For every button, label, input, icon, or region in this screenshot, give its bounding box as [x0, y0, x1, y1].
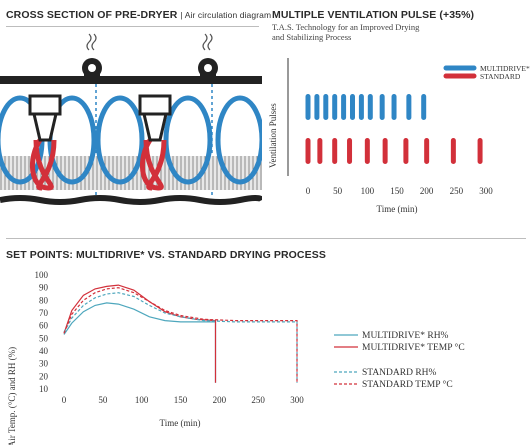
setpoint-y-tick-label: 20 [39, 371, 49, 381]
section-divider [6, 238, 526, 239]
setpoint-series-line [63, 292, 298, 383]
setpoint-x-tick-label: 0 [62, 395, 67, 405]
setpoint-x-axis-label: Time (min) [160, 418, 201, 428]
pulse-x-tick-label: 300 [479, 186, 493, 196]
pulse-mark-standard [317, 138, 323, 164]
pulse-x-tick-label: 0 [306, 186, 311, 196]
pulse-panel-title: MULTIPLE VENTILATION PULSE (+35%) [272, 9, 475, 21]
top-duct [0, 76, 262, 84]
nozzle-icon [28, 94, 62, 142]
pulse-mark-multidrive [323, 94, 329, 120]
pulse-mark-multidrive [332, 94, 338, 120]
pulse-mark-standard [305, 138, 311, 164]
setpoint-y-axis-label: Air Temp. (°C) and RH (%) [7, 347, 17, 445]
setpoint-series-line [63, 284, 217, 383]
pulse-mark-standard [364, 138, 370, 164]
pulse-x-axis-label: Time (min) [377, 204, 418, 214]
setpoint-line-chart: Air Temp. (°C) and RH (%) Time (min) 10 2… [7, 270, 465, 445]
pulse-legend-label: MULTIDRIVE* [480, 64, 530, 73]
setpoint-x-tick-label: 300 [290, 395, 304, 405]
pulse-mark-standard [347, 138, 353, 164]
pulse-mark-standard [332, 138, 338, 164]
setpoint-y-tick-label: 60 [39, 321, 49, 331]
pulse-x-tick-label: 250 [450, 186, 464, 196]
pulse-x-tick-label: 150 [390, 186, 404, 196]
setpoint-series-line [63, 287, 298, 383]
ventilation-pulse-chart: Ventilation Pulses Time (min) 0 50 100 150 2… [268, 58, 530, 214]
cross-section-subtitle: Air circulation diagram [184, 10, 272, 20]
pulse-x-tick-label: 50 [333, 186, 343, 196]
air-circulation-diagram [0, 33, 262, 205]
pulse-mark-multidrive [358, 94, 364, 120]
setpoint-x-tick-label: 100 [135, 395, 149, 405]
pulse-legend-label: STANDARD [480, 72, 521, 81]
setpoint-x-tick-label: 250 [251, 395, 265, 405]
setpoint-y-tick-label: 90 [39, 283, 49, 293]
pulse-mark-multidrive [421, 94, 427, 120]
fan-icon [198, 33, 218, 84]
setpoint-panel-title: SET POINTS: MULTIDRIVE* VS. STANDARD DRY… [6, 249, 326, 261]
pulse-mark-multidrive [379, 94, 385, 120]
setpoint-legend-label: MULTIDRIVE* RH% [362, 331, 449, 341]
pulse-x-tick-label: 100 [361, 186, 375, 196]
pulse-panel-subtitle-2: and Stabilizing Process [272, 32, 352, 42]
setpoint-x-tick-label: 200 [213, 395, 227, 405]
setpoint-y-tick-label: 80 [39, 295, 49, 305]
pulse-x-tick-label: 200 [420, 186, 434, 196]
setpoint-y-tick-label: 50 [39, 333, 49, 343]
pulse-mark-standard [382, 138, 388, 164]
pulse-mark-multidrive [406, 94, 412, 120]
pulse-mark-multidrive [314, 94, 320, 120]
setpoint-y-tick-label: 100 [35, 270, 49, 280]
setpoint-x-tick-label: 150 [174, 395, 188, 405]
pulse-panel-subtitle-1: T.A.S. Technology for an Improved Drying [272, 22, 420, 32]
pulse-mark-multidrive [391, 94, 397, 120]
pulse-mark-standard [450, 138, 456, 164]
pulse-mark-multidrive [367, 94, 373, 120]
setpoint-series-line [63, 302, 217, 383]
setpoint-legend-label: STANDARD RH% [362, 368, 437, 378]
setpoint-x-tick-label: 50 [98, 395, 108, 405]
pulse-mark-standard [403, 138, 409, 164]
setpoint-y-tick-label: 40 [39, 346, 49, 356]
pulse-mark-multidrive [305, 94, 311, 120]
setpoint-y-tick-label: 70 [39, 308, 49, 318]
setpoint-y-tick-label: 10 [39, 384, 49, 394]
pulse-mark-multidrive [341, 94, 347, 120]
cross-section-title: CROSS SECTION OF PRE-DRYER | Air circula… [6, 9, 272, 21]
cross-section-title-text: CROSS SECTION OF PRE-DRYER [6, 9, 178, 21]
pulse-mark-standard [424, 138, 430, 164]
nozzle-icon [138, 94, 172, 142]
setpoint-legend-label: MULTIDRIVE* TEMP °C [362, 342, 465, 353]
setpoint-y-tick-label: 30 [39, 359, 49, 369]
fan-icon [82, 33, 102, 84]
pulse-mark-standard [477, 138, 483, 164]
setpoint-legend-label: STANDARD TEMP °C [362, 379, 453, 390]
pulse-y-axis-label: Ventilation Pulses [268, 103, 278, 168]
pulse-mark-multidrive [350, 94, 355, 120]
cross-section-divider [6, 26, 259, 27]
